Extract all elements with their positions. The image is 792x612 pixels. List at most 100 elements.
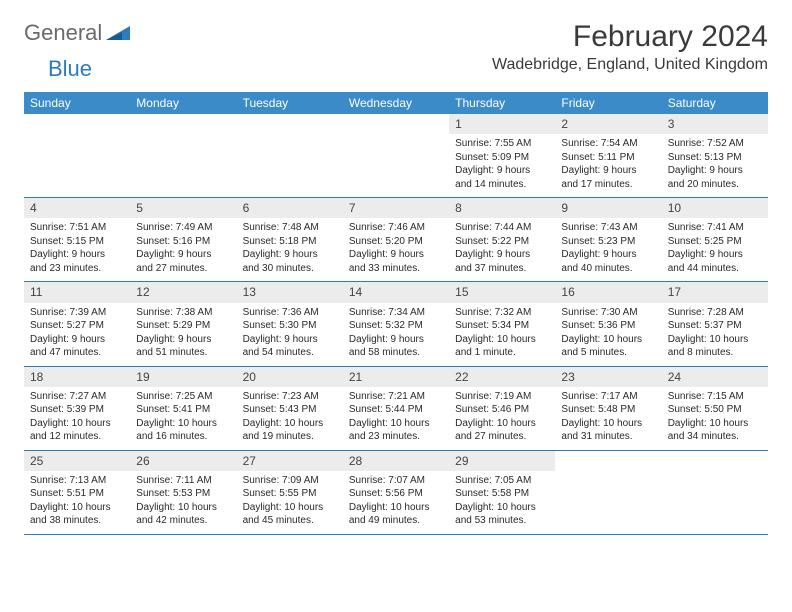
day-content: Sunrise: 7:07 AMSunset: 5:56 PMDaylight:…	[343, 471, 449, 534]
day-cell	[343, 114, 449, 197]
sunrise-line: Sunrise: 7:44 AM	[455, 221, 549, 235]
day-number: 20	[237, 367, 343, 387]
location-text: Wadebridge, England, United Kingdom	[492, 56, 768, 74]
daylight-line: Daylight: 10 hours and 27 minutes.	[455, 417, 549, 444]
day-content: Sunrise: 7:19 AMSunset: 5:46 PMDaylight:…	[449, 387, 555, 450]
sunset-line: Sunset: 5:13 PM	[668, 151, 762, 165]
sunset-line: Sunset: 5:15 PM	[30, 235, 124, 249]
daylight-line: Daylight: 9 hours and 58 minutes.	[349, 333, 443, 360]
day-cell: 27Sunrise: 7:09 AMSunset: 5:55 PMDayligh…	[237, 451, 343, 534]
sunrise-line: Sunrise: 7:49 AM	[136, 221, 230, 235]
day-content: Sunrise: 7:46 AMSunset: 5:20 PMDaylight:…	[343, 218, 449, 281]
sunset-line: Sunset: 5:55 PM	[243, 487, 337, 501]
day-number: 1	[449, 114, 555, 134]
day-content: Sunrise: 7:09 AMSunset: 5:55 PMDaylight:…	[237, 471, 343, 534]
week-row: 18Sunrise: 7:27 AMSunset: 5:39 PMDayligh…	[24, 367, 768, 451]
weekday-header: Tuesday	[237, 92, 343, 114]
sunset-line: Sunset: 5:16 PM	[136, 235, 230, 249]
day-content: Sunrise: 7:36 AMSunset: 5:30 PMDaylight:…	[237, 303, 343, 366]
sunset-line: Sunset: 5:48 PM	[561, 403, 655, 417]
day-cell: 11Sunrise: 7:39 AMSunset: 5:27 PMDayligh…	[24, 282, 130, 365]
day-cell: 12Sunrise: 7:38 AMSunset: 5:29 PMDayligh…	[130, 282, 236, 365]
weekday-header: Monday	[130, 92, 236, 114]
day-number: 6	[237, 198, 343, 218]
day-cell: 28Sunrise: 7:07 AMSunset: 5:56 PMDayligh…	[343, 451, 449, 534]
day-content: Sunrise: 7:52 AMSunset: 5:13 PMDaylight:…	[662, 134, 768, 197]
day-number: 21	[343, 367, 449, 387]
daylight-line: Daylight: 10 hours and 1 minute.	[455, 333, 549, 360]
sunset-line: Sunset: 5:11 PM	[561, 151, 655, 165]
day-content: Sunrise: 7:23 AMSunset: 5:43 PMDaylight:…	[237, 387, 343, 450]
day-cell: 21Sunrise: 7:21 AMSunset: 5:44 PMDayligh…	[343, 367, 449, 450]
day-content: Sunrise: 7:25 AMSunset: 5:41 PMDaylight:…	[130, 387, 236, 450]
sunrise-line: Sunrise: 7:39 AM	[30, 306, 124, 320]
day-content: Sunrise: 7:41 AMSunset: 5:25 PMDaylight:…	[662, 218, 768, 281]
day-number	[130, 114, 236, 134]
sunset-line: Sunset: 5:18 PM	[243, 235, 337, 249]
daylight-line: Daylight: 9 hours and 17 minutes.	[561, 164, 655, 191]
day-number: 19	[130, 367, 236, 387]
day-number: 29	[449, 451, 555, 471]
day-cell: 26Sunrise: 7:11 AMSunset: 5:53 PMDayligh…	[130, 451, 236, 534]
daylight-line: Daylight: 9 hours and 40 minutes.	[561, 248, 655, 275]
sunrise-line: Sunrise: 7:48 AM	[243, 221, 337, 235]
day-cell: 16Sunrise: 7:30 AMSunset: 5:36 PMDayligh…	[555, 282, 661, 365]
day-number	[343, 114, 449, 134]
day-number: 24	[662, 367, 768, 387]
day-content: Sunrise: 7:27 AMSunset: 5:39 PMDaylight:…	[24, 387, 130, 450]
weekday-header: Friday	[555, 92, 661, 114]
sunset-line: Sunset: 5:29 PM	[136, 319, 230, 333]
day-content: Sunrise: 7:05 AMSunset: 5:58 PMDaylight:…	[449, 471, 555, 534]
day-number: 26	[130, 451, 236, 471]
sunset-line: Sunset: 5:20 PM	[349, 235, 443, 249]
week-row: 11Sunrise: 7:39 AMSunset: 5:27 PMDayligh…	[24, 282, 768, 366]
day-content: Sunrise: 7:21 AMSunset: 5:44 PMDaylight:…	[343, 387, 449, 450]
day-cell: 4Sunrise: 7:51 AMSunset: 5:15 PMDaylight…	[24, 198, 130, 281]
day-number: 9	[555, 198, 661, 218]
day-cell: 22Sunrise: 7:19 AMSunset: 5:46 PMDayligh…	[449, 367, 555, 450]
daylight-line: Daylight: 10 hours and 23 minutes.	[349, 417, 443, 444]
weeks-container: 1Sunrise: 7:55 AMSunset: 5:09 PMDaylight…	[24, 114, 768, 535]
sunset-line: Sunset: 5:41 PM	[136, 403, 230, 417]
sunrise-line: Sunrise: 7:38 AM	[136, 306, 230, 320]
day-number	[237, 114, 343, 134]
daylight-line: Daylight: 10 hours and 34 minutes.	[668, 417, 762, 444]
sunset-line: Sunset: 5:46 PM	[455, 403, 549, 417]
sunrise-line: Sunrise: 7:09 AM	[243, 474, 337, 488]
daylight-line: Daylight: 9 hours and 51 minutes.	[136, 333, 230, 360]
daylight-line: Daylight: 9 hours and 30 minutes.	[243, 248, 337, 275]
daylight-line: Daylight: 10 hours and 16 minutes.	[136, 417, 230, 444]
sunrise-line: Sunrise: 7:54 AM	[561, 137, 655, 151]
weekday-header: Thursday	[449, 92, 555, 114]
sunrise-line: Sunrise: 7:55 AM	[455, 137, 549, 151]
day-cell: 3Sunrise: 7:52 AMSunset: 5:13 PMDaylight…	[662, 114, 768, 197]
sunrise-line: Sunrise: 7:07 AM	[349, 474, 443, 488]
daylight-line: Daylight: 9 hours and 37 minutes.	[455, 248, 549, 275]
day-content: Sunrise: 7:39 AMSunset: 5:27 PMDaylight:…	[24, 303, 130, 366]
day-number: 23	[555, 367, 661, 387]
day-number: 27	[237, 451, 343, 471]
day-content: Sunrise: 7:34 AMSunset: 5:32 PMDaylight:…	[343, 303, 449, 366]
day-cell: 19Sunrise: 7:25 AMSunset: 5:41 PMDayligh…	[130, 367, 236, 450]
day-number: 15	[449, 282, 555, 302]
day-cell	[662, 451, 768, 534]
logo-text-blue: Blue	[48, 56, 92, 82]
sunrise-line: Sunrise: 7:11 AM	[136, 474, 230, 488]
sunset-line: Sunset: 5:32 PM	[349, 319, 443, 333]
daylight-line: Daylight: 9 hours and 23 minutes.	[30, 248, 124, 275]
daylight-line: Daylight: 10 hours and 8 minutes.	[668, 333, 762, 360]
day-number	[555, 451, 661, 471]
sunset-line: Sunset: 5:43 PM	[243, 403, 337, 417]
day-content: Sunrise: 7:54 AMSunset: 5:11 PMDaylight:…	[555, 134, 661, 197]
day-cell: 14Sunrise: 7:34 AMSunset: 5:32 PMDayligh…	[343, 282, 449, 365]
week-row: 4Sunrise: 7:51 AMSunset: 5:15 PMDaylight…	[24, 198, 768, 282]
day-number: 14	[343, 282, 449, 302]
sunrise-line: Sunrise: 7:27 AM	[30, 390, 124, 404]
day-cell	[24, 114, 130, 197]
day-number: 17	[662, 282, 768, 302]
day-cell: 2Sunrise: 7:54 AMSunset: 5:11 PMDaylight…	[555, 114, 661, 197]
day-number: 13	[237, 282, 343, 302]
sunset-line: Sunset: 5:50 PM	[668, 403, 762, 417]
sunrise-line: Sunrise: 7:17 AM	[561, 390, 655, 404]
sunrise-line: Sunrise: 7:05 AM	[455, 474, 549, 488]
